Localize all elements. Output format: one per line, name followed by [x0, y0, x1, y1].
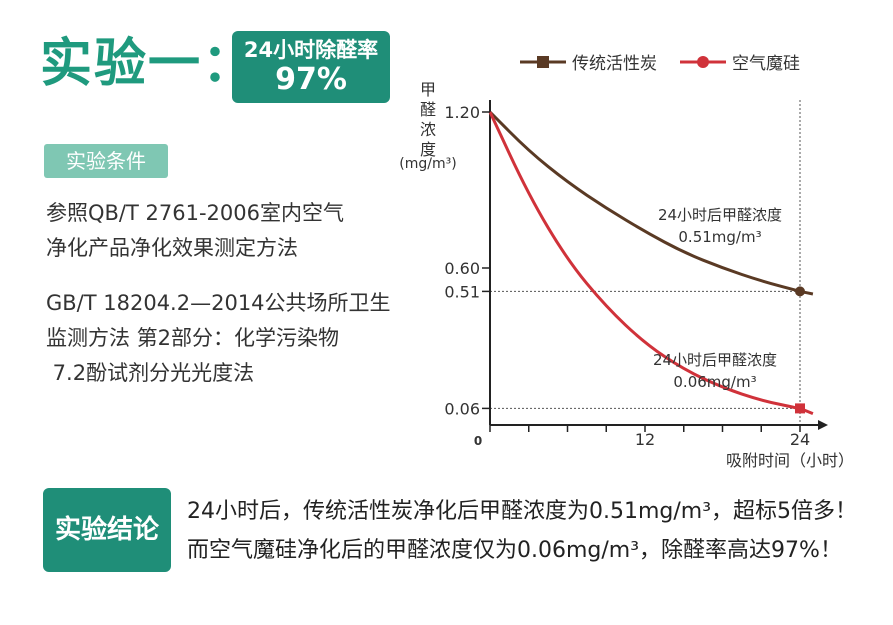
legend-label: 空气魔硅	[732, 54, 800, 74]
annotation-value: 0.51mg/m³	[678, 228, 761, 246]
legend-marker	[697, 56, 709, 68]
condition-line: 净化产品净化效果测定方法	[46, 236, 298, 260]
conditions-tag: 实验条件	[44, 144, 168, 178]
y-label-char: 度	[420, 140, 436, 159]
condition-line: 参照QB/T 2761-2006室内空气	[46, 201, 344, 225]
y-tick-label: 1.20	[444, 103, 480, 122]
x-axis-label: 吸附时间（小时）	[726, 451, 854, 470]
annotation-value: 0.06mg/m³	[673, 373, 756, 391]
y-label-char: 浓	[420, 120, 436, 139]
y-tick-label: 0.51	[444, 282, 480, 301]
removal-rate-badge: 24小时除醛率 97%	[232, 31, 390, 103]
series-end-marker	[795, 286, 805, 297]
series-line	[488, 110, 814, 296]
condition-line: 7.2酚试剂分光光度法	[46, 361, 255, 385]
chart-ticks: 1.20 0.60 0.51 0.06 0 12 24 吸附时间（小时）	[444, 103, 854, 470]
conclusion-tag: 实验结论	[43, 488, 171, 572]
x-tick-label: 12	[635, 430, 655, 449]
y-tick-label: 0.60	[444, 259, 480, 278]
chart-axes	[489, 100, 828, 430]
conclusion-line: 而空气魔硅净化后的甲醛浓度仅为0.06mg/m³，除醛率高达97%！	[187, 538, 842, 563]
page-title: 实验一：	[40, 34, 257, 94]
x-axis-arrow	[818, 420, 828, 430]
chart-series	[488, 110, 814, 416]
badge-label: 24小时除醛率	[243, 38, 379, 62]
conclusion-line: 24小时后，传统活性炭净化后甲醛浓度为0.51mg/m³，超标5倍多！	[187, 499, 858, 524]
chart-legend: 传统活性炭 空气魔硅	[520, 54, 800, 74]
y-label-unit: (mg/m³)	[399, 156, 456, 172]
condition-line: 监测方法 第2部分：化学污染物	[46, 326, 340, 350]
x-tick-label: 0	[474, 434, 482, 448]
annotation-title: 24小时后甲醛浓度	[653, 351, 777, 369]
legend-label: 传统活性炭	[572, 54, 657, 74]
badge-value: 97%	[275, 62, 347, 97]
chart-annotations: 24小时后甲醛浓度 0.51mg/m³ 24小时后甲醛浓度 0.06mg/m³	[653, 206, 782, 391]
y-axis-label: 甲醛浓度(mg/m³)	[399, 80, 456, 172]
annotation-title: 24小时后甲醛浓度	[658, 206, 782, 224]
x-tick-label: 24	[790, 430, 810, 449]
y-label-char: 醛	[420, 100, 436, 119]
y-tick-label: 0.06	[444, 399, 480, 418]
condition-line: GB/T 18204.2—2014公共场所卫生	[46, 291, 391, 315]
series-end-marker	[795, 403, 805, 414]
y-label-char: 甲	[420, 80, 436, 99]
series-line	[488, 111, 814, 416]
legend-marker	[537, 56, 549, 68]
